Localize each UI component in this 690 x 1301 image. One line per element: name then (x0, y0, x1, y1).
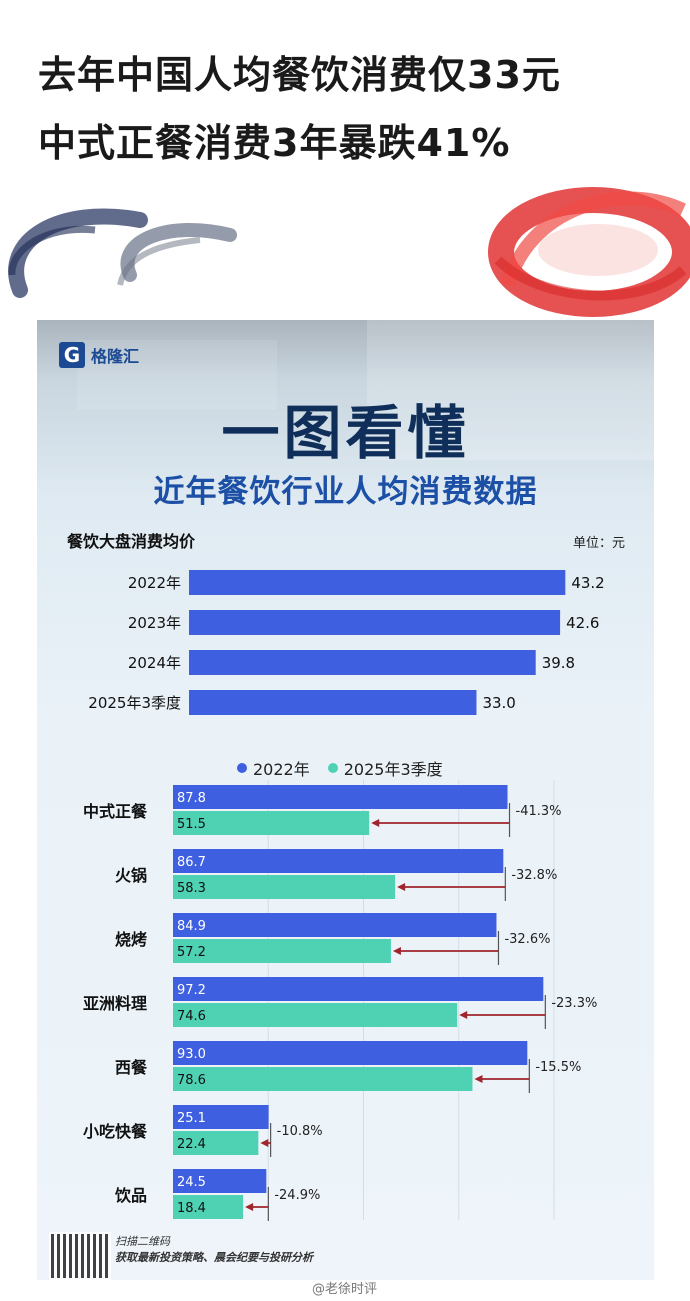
category-label: 西餐 (115, 1058, 148, 1077)
legend-label-2025q3: 2025年3季度 (343, 760, 443, 779)
card-subtitle: 近年餐饮行业人均消费数据 (153, 474, 538, 510)
category-label: 小吃快餐 (83, 1122, 148, 1141)
change-arrow-head (260, 1139, 269, 1147)
value-label-2022: 24.5 (177, 1175, 206, 1190)
change-arrow-head (397, 883, 406, 891)
bar-2022 (173, 1169, 267, 1193)
category-label: 火锅 (115, 866, 147, 885)
bar-2025q3 (173, 939, 391, 963)
bar (189, 690, 477, 715)
value-label: 43.2 (571, 574, 604, 592)
value-label-2022: 86.7 (177, 855, 206, 870)
headline-line-1: 去年中国人均餐饮消费仅33元 (38, 53, 561, 97)
value-label-2025q3: 51.5 (177, 817, 206, 832)
legend-label-2022: 2022年 (253, 760, 310, 779)
bar-2025q3 (173, 875, 396, 899)
value-label-2025q3: 22.4 (177, 1137, 206, 1152)
scribble-blue-left (8, 208, 237, 298)
change-label: -23.3% (551, 996, 597, 1011)
headline-line-2: 中式正餐消费3年暴跌41% (38, 121, 511, 165)
category-label: 2023年 (128, 614, 181, 632)
value-label: 39.8 (542, 654, 575, 672)
chart-category-comparison: 中式正餐 87.8 51.5 -41.3% 火锅 86.7 58.3 -32.8% 烧烤 84.9… (83, 780, 597, 1221)
legend-swatch-2025q3 (327, 763, 338, 773)
unit-label: 单位：元 (573, 536, 626, 551)
legend-swatch-2022 (237, 763, 247, 773)
bar-2025q3 (173, 1131, 259, 1155)
bar-2022 (173, 1041, 528, 1065)
section-1-label: 餐饮大盘消费均价 (67, 532, 196, 551)
change-label: -32.6% (504, 932, 550, 947)
background-decoration (367, 320, 654, 460)
scribble-red-right (488, 187, 690, 317)
change-arrow-head (474, 1075, 483, 1083)
value-label-2022: 97.2 (177, 983, 206, 998)
category-label: 2025年3季度 (88, 694, 181, 712)
category-label: 2024年 (128, 654, 181, 672)
card-title: 一图看懂 (221, 399, 470, 467)
infographic-card: G 格隆汇 一图看懂 近年餐饮行业人均消费数据 餐饮大盘消费均价 单位：元 20… (37, 320, 654, 1280)
value-label-2025q3: 57.2 (177, 945, 206, 960)
change-label: -15.5% (535, 1060, 581, 1075)
change-arrow-head (371, 819, 380, 827)
category-label: 亚洲料理 (83, 994, 147, 1013)
value-label-2022: 84.9 (177, 919, 206, 934)
value-label-2022: 25.1 (177, 1111, 206, 1126)
qr-code[interactable] (49, 1232, 111, 1280)
value-label-2022: 87.8 (177, 791, 206, 806)
bar-2025q3 (173, 811, 370, 835)
change-arrow-head (392, 947, 401, 955)
chart-legend: 2022年 2025年3季度 (237, 756, 461, 780)
logo-mark: G (59, 342, 85, 368)
watermark: @老徐时评 (312, 1282, 378, 1297)
background-decoration (77, 340, 277, 410)
value-label: 42.6 (566, 614, 599, 632)
bar-2022 (173, 849, 504, 873)
legend-item-2025q3: 2025年3季度 (327, 756, 443, 780)
change-arrow-head (459, 1011, 468, 1019)
footer-qr-description: 获取最新投资策略、晨会纪要与投研分析 (115, 1251, 313, 1264)
bar-2022 (173, 785, 508, 809)
value-label: 33.0 (482, 694, 515, 712)
bar (189, 650, 536, 675)
bar-2022 (173, 913, 497, 937)
logo: G 格隆汇 (59, 342, 139, 368)
footer-qr-caption: 扫描二维码 (115, 1235, 170, 1248)
value-label-2025q3: 18.4 (177, 1201, 206, 1216)
bar-2025q3 (173, 1195, 244, 1219)
category-label: 2022年 (128, 574, 181, 592)
change-label: -32.8% (511, 868, 557, 883)
change-arrow-head (245, 1203, 254, 1211)
category-label: 烧烤 (115, 930, 147, 949)
change-label: -24.9% (274, 1188, 320, 1203)
value-label-2025q3: 78.6 (177, 1073, 206, 1088)
value-label-2025q3: 58.3 (177, 881, 206, 896)
chart-overall-avg-price: 2022年 43.2 2023年 42.6 2024年 39.8 2025年3季度 33.0 (88, 570, 605, 715)
value-label-2025q3: 74.6 (177, 1009, 206, 1024)
value-label-2022: 93.0 (177, 1047, 206, 1062)
change-label: -10.8% (277, 1124, 323, 1139)
bar-2022 (173, 1105, 269, 1129)
bar-2022 (173, 977, 544, 1001)
bar (189, 570, 566, 595)
bar-2025q3 (173, 1003, 458, 1027)
logo-text: 格隆汇 (91, 347, 140, 366)
category-label: 中式正餐 (83, 802, 148, 821)
bar (189, 610, 561, 635)
category-label: 饮品 (114, 1186, 147, 1205)
change-label: -41.3% (516, 804, 562, 819)
bar-2025q3 (173, 1067, 473, 1091)
legend-item-2022: 2022年 (237, 756, 310, 780)
